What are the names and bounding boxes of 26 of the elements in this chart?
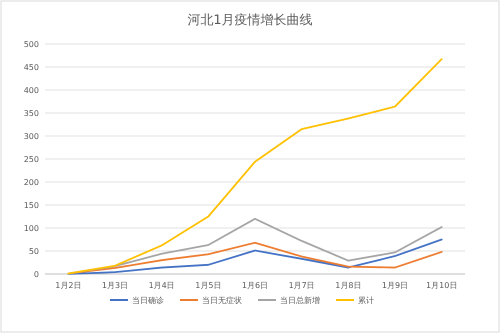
legend-label: 当日无症状 — [202, 296, 242, 305]
y-tick-label: 400 — [24, 86, 39, 95]
x-tick-label: 1月5日 — [195, 281, 222, 290]
y-tick-label: 300 — [24, 132, 39, 141]
x-tick-label: 1月10日 — [426, 281, 458, 290]
legend-label: 累计 — [358, 296, 374, 305]
y-tick-label: 450 — [24, 63, 39, 72]
y-tick-label: 250 — [24, 155, 39, 164]
y-tick-label: 100 — [24, 224, 39, 233]
x-tick-label: 1月3日 — [102, 281, 128, 290]
x-tick-label: 1月8日 — [335, 281, 362, 290]
y-tick-label: 500 — [24, 40, 39, 49]
y-tick-label: 150 — [24, 201, 39, 210]
x-tick-label: 1月6日 — [242, 281, 268, 290]
x-tick-label: 1月9日 — [382, 281, 408, 290]
y-tick-label: 350 — [24, 109, 39, 118]
line-series — [67, 58, 443, 274]
legend-label: 当日确诊 — [132, 296, 164, 305]
legend-label: 当日总新增 — [280, 296, 320, 305]
chart-title: 河北1月疫情增长曲线 — [187, 13, 313, 28]
y-tick-label: 0 — [34, 270, 39, 279]
y-tick-label: 200 — [24, 178, 39, 187]
x-tick-label: 1月4日 — [148, 281, 175, 290]
y-tick-label: 50 — [28, 247, 39, 256]
x-tick-label: 1月7日 — [288, 281, 315, 290]
x-tick-label: 1月2日 — [55, 281, 82, 290]
